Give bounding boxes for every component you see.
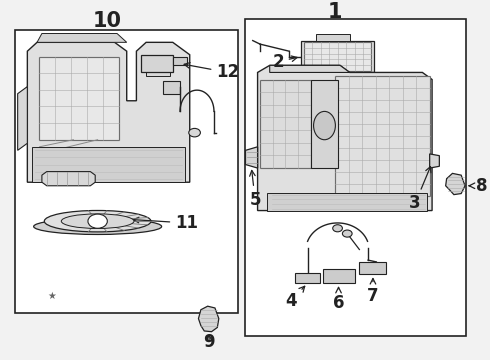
Text: ★: ★ bbox=[47, 291, 56, 301]
Polygon shape bbox=[335, 76, 430, 197]
Text: 1: 1 bbox=[328, 2, 343, 22]
Ellipse shape bbox=[61, 214, 134, 229]
Polygon shape bbox=[295, 273, 319, 283]
Circle shape bbox=[189, 129, 200, 137]
Polygon shape bbox=[304, 42, 371, 71]
Polygon shape bbox=[258, 66, 432, 211]
Polygon shape bbox=[198, 306, 219, 332]
Polygon shape bbox=[32, 147, 185, 182]
Polygon shape bbox=[267, 193, 427, 211]
Polygon shape bbox=[42, 172, 95, 186]
Polygon shape bbox=[359, 262, 386, 274]
Circle shape bbox=[88, 214, 107, 228]
Polygon shape bbox=[141, 55, 173, 72]
Text: 7: 7 bbox=[367, 279, 379, 305]
Ellipse shape bbox=[44, 211, 151, 232]
Text: 9: 9 bbox=[203, 333, 215, 351]
Text: 8: 8 bbox=[469, 177, 487, 195]
Polygon shape bbox=[245, 147, 258, 168]
Polygon shape bbox=[311, 80, 338, 168]
Ellipse shape bbox=[34, 219, 162, 234]
Polygon shape bbox=[18, 87, 27, 150]
Polygon shape bbox=[260, 80, 311, 168]
Polygon shape bbox=[27, 42, 190, 182]
Text: 4: 4 bbox=[286, 286, 305, 310]
Text: 11: 11 bbox=[133, 214, 198, 232]
Text: 12: 12 bbox=[184, 63, 240, 81]
Polygon shape bbox=[173, 57, 187, 66]
Polygon shape bbox=[15, 30, 238, 313]
Ellipse shape bbox=[314, 111, 335, 140]
Text: 2: 2 bbox=[272, 53, 297, 71]
Polygon shape bbox=[301, 41, 374, 72]
Polygon shape bbox=[323, 269, 355, 283]
Circle shape bbox=[343, 230, 352, 237]
Polygon shape bbox=[163, 81, 180, 94]
Polygon shape bbox=[430, 154, 440, 168]
Polygon shape bbox=[316, 34, 350, 41]
Text: 5: 5 bbox=[249, 170, 261, 209]
Polygon shape bbox=[270, 66, 350, 72]
Polygon shape bbox=[37, 33, 127, 42]
Text: 3: 3 bbox=[409, 167, 431, 212]
Polygon shape bbox=[40, 57, 120, 140]
Polygon shape bbox=[445, 174, 465, 195]
Polygon shape bbox=[146, 57, 171, 76]
Polygon shape bbox=[245, 19, 466, 336]
Text: 10: 10 bbox=[93, 11, 122, 31]
Text: 6: 6 bbox=[333, 287, 344, 312]
Circle shape bbox=[333, 225, 343, 232]
